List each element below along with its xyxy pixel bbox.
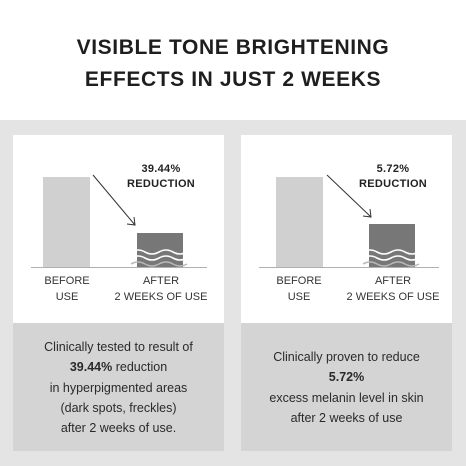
after-label-line-2: 2 WEEKS OF USE [346,290,440,303]
title-line-1: VISIBLE TONE BRIGHTENING [76,36,390,59]
before-label: BEFORE USE [249,274,349,306]
right-panel: 5.72% REDUCTION BEFORE USE AFTER 2 WEEKS… [241,135,452,451]
desc-line-4: (dark spots, freckles) [60,400,177,415]
reduction-value: 39.44% [141,163,181,175]
header: VISIBLE TONE BRIGHTENING EFFECTS IN JUST… [0,0,466,120]
reduction-word: REDUCTION [126,178,196,191]
desc-line-1: Clinically proven to reduce [273,350,420,364]
after-label: AFTER 2 WEEKS OF USE [105,274,217,306]
desc-line-2: 39.44% reduction [13,357,224,377]
right-description: Clinically proven to reduce 5.72% excess… [241,347,452,428]
before-label-line-2: USE [55,290,79,303]
before-label-line-1: BEFORE [276,275,322,287]
desc-line-5: after 2 weeks of use. [60,421,177,435]
before-bar [43,177,90,267]
reduction-label: 39.44% REDUCTION [113,162,209,193]
right-chart-area: 5.72% REDUCTION BEFORE USE AFTER 2 WEEKS… [241,135,452,323]
wavy-lines-icon [362,249,420,267]
before-bar [276,177,323,267]
desc-line-4: after 2 weeks of use [290,410,403,425]
before-label-line-2: USE [287,290,311,303]
desc-line-2-rest: reduction [112,360,168,375]
before-label: BEFORE USE [17,274,117,306]
chart-baseline [31,267,207,268]
after-label-line-1: AFTER [142,275,180,287]
before-label-line-1: BEFORE [44,275,90,287]
diagonal-arrow-icon [326,174,372,218]
desc-line-3: in hyperpigmented areas [49,380,188,395]
reduction-label: 5.72% REDUCTION [345,162,441,193]
reduction-word: REDUCTION [358,178,428,191]
wavy-lines-icon [130,249,188,267]
desc-highlight: 39.44% [69,360,113,375]
after-label-line-2: 2 WEEKS OF USE [114,290,208,303]
title-line-2: EFFECTS IN JUST 2 WEEKS [84,67,382,91]
page-title: VISIBLE TONE BRIGHTENING EFFECTS IN JUST… [0,32,466,95]
left-chart-area: 39.44% REDUCTION BEFORE USE AFTER 2 WEEK… [13,135,224,323]
desc-highlight: 5.72% [328,370,365,385]
diagonal-arrow-icon [92,174,136,226]
left-description-box: Clinically tested to result of 39.44% re… [13,323,224,451]
right-description-box: Clinically proven to reduce 5.72% excess… [241,323,452,451]
after-label: AFTER 2 WEEKS OF USE [337,274,449,306]
after-label-line-1: AFTER [374,275,412,287]
chart-baseline [259,267,439,268]
desc-line-1: Clinically tested to result of [44,340,193,354]
desc-line-3: excess melanin level in skin [269,390,424,405]
left-description: Clinically tested to result of 39.44% re… [13,337,224,438]
left-panel: 39.44% REDUCTION BEFORE USE AFTER 2 WEEK… [13,135,224,451]
after-bar [137,233,183,267]
reduction-value: 5.72% [376,163,410,175]
